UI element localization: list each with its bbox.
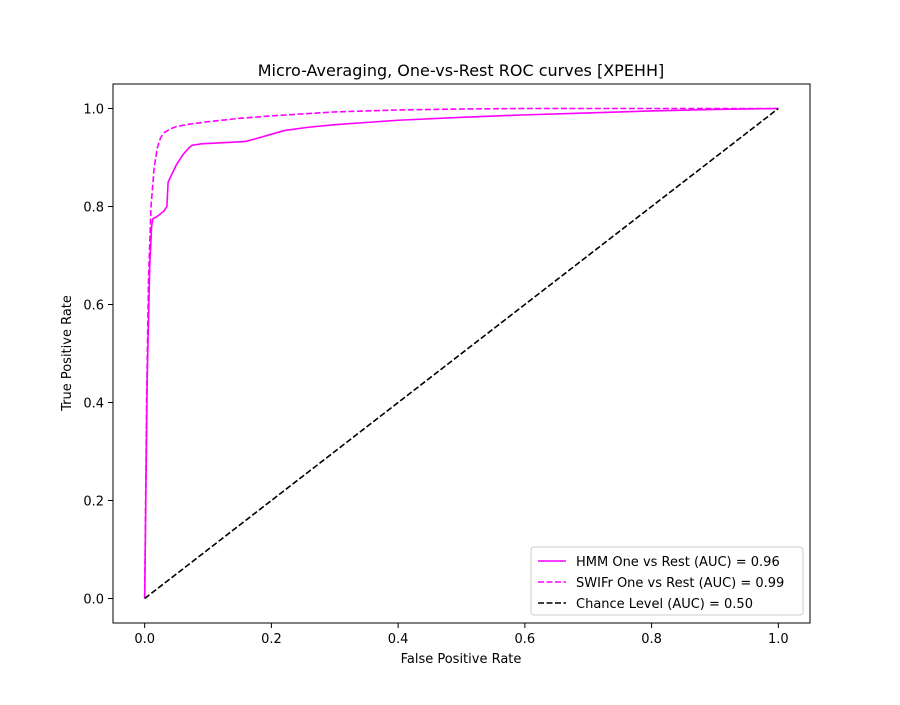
- plot-lines: [143, 107, 779, 600]
- y-axis-label: True Positive Rate: [60, 295, 75, 412]
- series-line-0: [143, 107, 779, 599]
- x-tick-label: 0.8: [641, 632, 662, 647]
- legend-label-2: Chance Level (AUC) = 0.50: [576, 597, 753, 612]
- y-tick-label: 0.0: [83, 593, 104, 608]
- y-tick-label: 0.8: [83, 201, 104, 216]
- y-tick-label: 0.4: [83, 397, 104, 412]
- axes: 0.0 0.2 0.4 0.6 0.8 1.0 0.0 0.2 0.4 0.6 0.8 1.0: [83, 83, 811, 647]
- legend-label-1: SWIFr One vs Rest (AUC) = 0.99: [576, 576, 784, 591]
- series-line-2: [144, 107, 779, 600]
- x-tick-label: 1.0: [768, 632, 789, 647]
- x-axis-label: False Positive Rate: [401, 652, 522, 667]
- chart-title: Micro-Averaging, One-vs-Rest ROC curves …: [258, 61, 664, 80]
- legend-box: [530, 546, 804, 616]
- legend-label-0: HMM One vs Rest (AUC) = 0.96: [576, 555, 780, 570]
- x-tick-label: 0.4: [388, 632, 409, 647]
- legend: HMM One vs Rest (AUC) = 0.96 SWIFr One vs…: [530, 546, 804, 616]
- x-tick-label: 0.6: [515, 632, 536, 647]
- y-tick-label: 0.6: [83, 299, 104, 314]
- series-line-1: [143, 107, 779, 599]
- y-tick-label: 0.2: [83, 495, 104, 510]
- axes-frame: [112, 83, 811, 624]
- x-tick-label: 0.0: [134, 632, 155, 647]
- y-tick-label: 1.0: [83, 103, 104, 118]
- x-tick-label: 0.2: [261, 632, 282, 647]
